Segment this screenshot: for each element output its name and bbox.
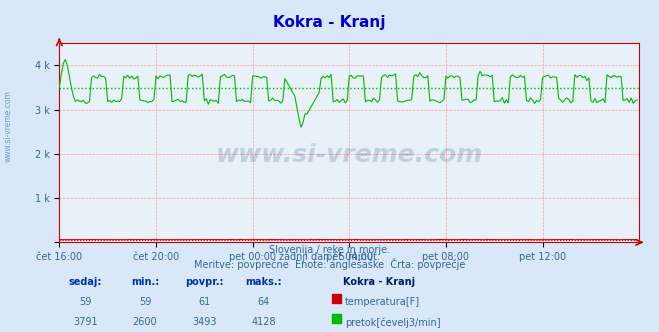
Text: 64: 64 [258,297,270,307]
Text: maks.:: maks.: [245,277,282,287]
Text: www.si-vreme.com: www.si-vreme.com [215,143,483,167]
Text: 4128: 4128 [251,317,276,327]
Text: 2600: 2600 [132,317,158,327]
Text: Kokra - Kranj: Kokra - Kranj [273,15,386,30]
Text: povpr.:: povpr.: [185,277,223,287]
Text: 61: 61 [198,297,210,307]
Text: 59: 59 [80,297,92,307]
Text: sedaj:: sedaj: [69,277,102,287]
Text: zadnji dan / 5 minut.: zadnji dan / 5 minut. [279,252,380,262]
Text: Meritve: povprečne  Enote: anglešaške  Črta: povprečje: Meritve: povprečne Enote: anglešaške Črt… [194,258,465,270]
Text: 3493: 3493 [192,317,217,327]
Text: Slovenija / reke in morje.: Slovenija / reke in morje. [269,245,390,255]
Text: temperatura[F]: temperatura[F] [345,297,420,307]
Text: www.si-vreme.com: www.si-vreme.com [3,90,13,162]
Text: 3791: 3791 [73,317,98,327]
Text: pretok[čevelj3/min]: pretok[čevelj3/min] [345,317,440,328]
Text: 59: 59 [139,297,151,307]
Text: Kokra - Kranj: Kokra - Kranj [343,277,415,287]
Text: min.:: min.: [131,277,159,287]
